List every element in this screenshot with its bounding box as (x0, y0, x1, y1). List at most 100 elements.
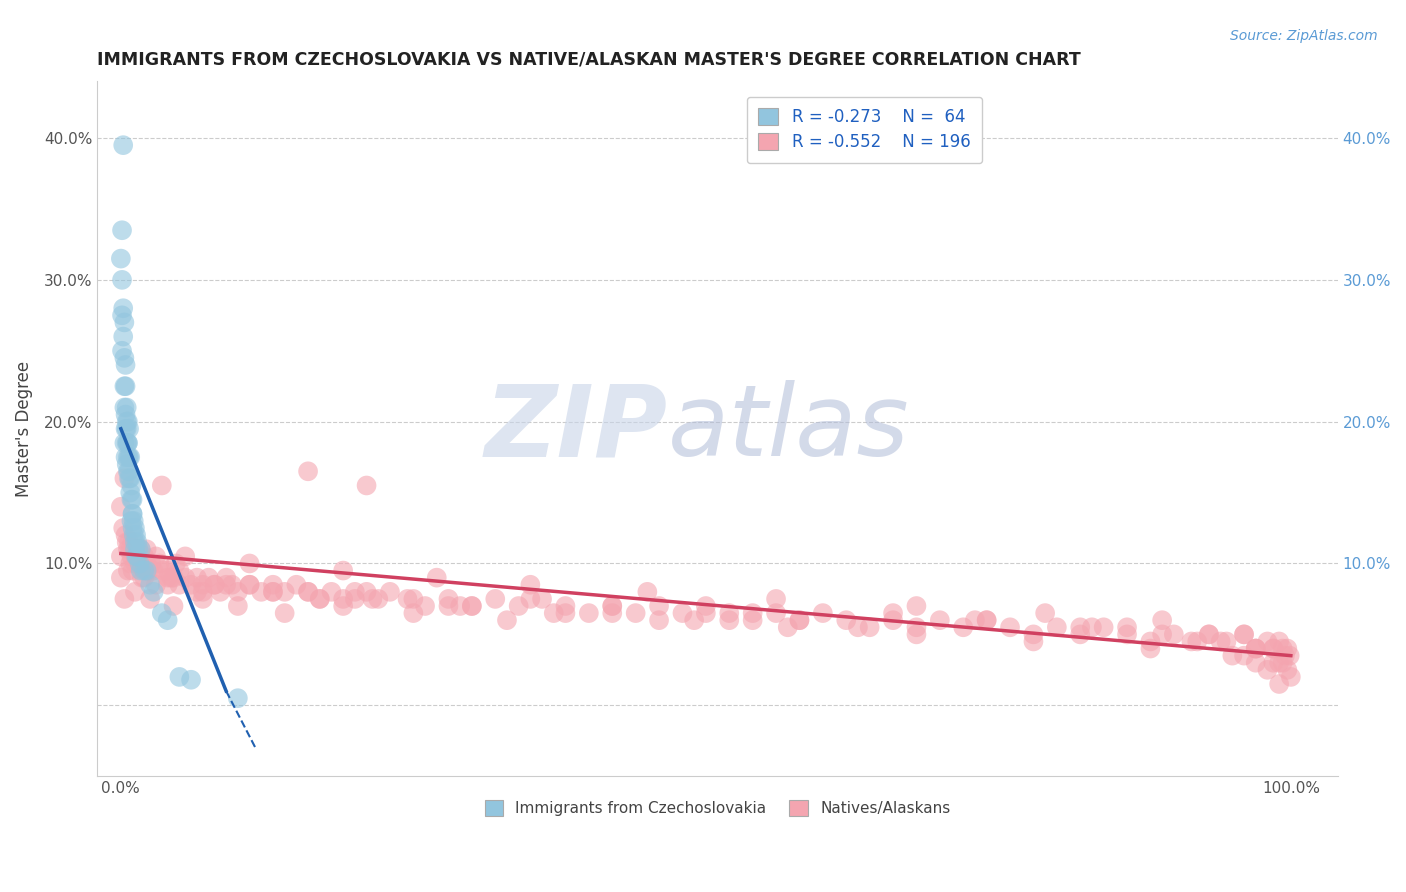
Point (332, 564, 354, 578)
Point (114, 528, 136, 542)
Point (124, 584, 146, 599)
Point (110, 500, 132, 514)
Point (148, 557, 170, 571)
Point (695, 599, 717, 613)
Point (204, 578, 226, 592)
Point (139, 591, 162, 606)
Point (741, 606, 763, 620)
Point (1233, 648, 1256, 663)
Point (121, 492, 143, 507)
Point (117, 415, 139, 429)
Point (150, 606, 173, 620)
Point (1163, 627, 1185, 641)
Point (402, 591, 425, 606)
Point (554, 599, 576, 613)
Point (396, 591, 419, 606)
Point (117, 436, 139, 450)
Point (162, 571, 184, 585)
Point (117, 464, 139, 478)
Point (122, 514, 145, 528)
Point (449, 599, 471, 613)
Point (221, 578, 243, 592)
Point (115, 436, 138, 450)
Point (308, 591, 330, 606)
Point (112, 471, 135, 485)
Point (1069, 620, 1091, 634)
Point (115, 415, 138, 429)
Point (120, 485, 142, 500)
Point (765, 591, 787, 606)
Point (262, 584, 284, 599)
Point (1116, 620, 1139, 634)
Text: IMMIGRANTS FROM CZECHOSLOVAKIA VS NATIVE/ALASKAN MASTER'S DEGREE CORRELATION CHA: IMMIGRANTS FROM CZECHOSLOVAKIA VS NATIVE… (97, 51, 1081, 69)
Point (1139, 634, 1161, 648)
Point (1278, 648, 1301, 663)
Point (112, 315, 135, 329)
Point (112, 401, 135, 415)
Point (120, 557, 142, 571)
Point (114, 450, 136, 464)
Point (129, 564, 152, 578)
Point (152, 564, 174, 578)
Point (554, 606, 576, 620)
Point (124, 535, 146, 549)
Point (110, 252, 132, 266)
Point (1244, 641, 1267, 656)
Point (118, 422, 141, 436)
Point (297, 464, 319, 478)
Point (134, 564, 156, 578)
Point (356, 478, 378, 492)
Point (426, 571, 449, 585)
Point (121, 507, 143, 521)
Point (402, 606, 425, 620)
Point (624, 606, 647, 620)
Point (718, 606, 741, 620)
Point (127, 542, 149, 557)
Point (1256, 634, 1278, 648)
Point (321, 584, 343, 599)
Point (356, 584, 378, 599)
Point (343, 584, 366, 599)
Point (1220, 648, 1243, 663)
Point (1244, 641, 1267, 656)
Point (112, 329, 135, 343)
Point (124, 557, 146, 571)
Point (111, 273, 134, 287)
Point (117, 542, 139, 557)
Point (128, 557, 150, 571)
Point (531, 591, 554, 606)
Point (1046, 620, 1069, 634)
Point (112, 301, 135, 316)
Point (262, 584, 284, 599)
Point (882, 613, 904, 627)
Point (367, 591, 389, 606)
Point (141, 557, 163, 571)
Point (297, 584, 319, 599)
Point (115, 457, 138, 471)
Point (114, 422, 136, 436)
Point (215, 578, 238, 592)
Point (718, 613, 741, 627)
Point (789, 613, 811, 627)
Point (519, 578, 541, 592)
Point (121, 564, 143, 578)
Point (262, 578, 284, 592)
Point (134, 571, 156, 585)
Point (110, 571, 132, 585)
Point (112, 436, 135, 450)
Point (461, 599, 484, 613)
Point (111, 223, 134, 237)
Point (1256, 663, 1278, 677)
Point (120, 514, 142, 528)
Point (239, 578, 262, 592)
Point (578, 606, 600, 620)
Point (1263, 641, 1285, 656)
Point (1277, 663, 1299, 677)
Point (112, 521, 135, 535)
Point (543, 606, 565, 620)
Point (273, 584, 295, 599)
Point (135, 557, 157, 571)
Point (1022, 634, 1045, 648)
Point (117, 450, 139, 464)
Point (846, 620, 869, 634)
